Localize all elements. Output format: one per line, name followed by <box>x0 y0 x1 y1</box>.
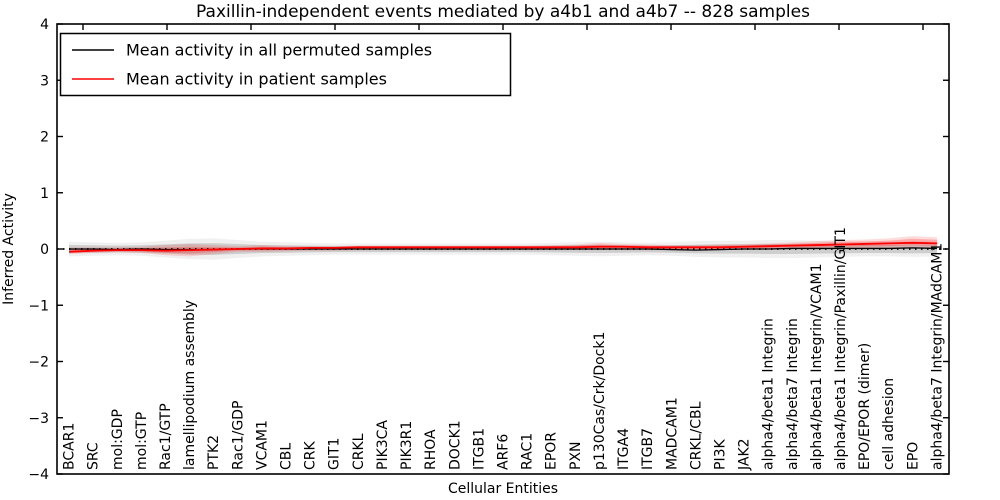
x-tick-label: PIK3CA <box>375 420 391 470</box>
legend-label-permuted: Mean activity in all permuted samples <box>126 41 432 60</box>
y-tick-label: 2 <box>40 130 49 146</box>
axes-frame <box>56 23 950 475</box>
x-tick-label: alpha4/beta1 Integrin <box>761 318 777 470</box>
x-tick-label: EPO/EPOR (dimer) <box>857 343 873 470</box>
x-tick-label: mol:GTP <box>134 412 150 470</box>
x-axis-label: Cellular Entities <box>448 481 558 497</box>
x-tick-label: ARF6 <box>496 434 512 470</box>
band-patient-samples-range <box>69 236 937 257</box>
x-tick-label: alpha4/beta1 Integrin/VCAM1 <box>809 264 825 471</box>
x-tick-label: DOCK1 <box>447 420 463 470</box>
y-tick-label: 0 <box>40 242 49 258</box>
x-tick-label: p130Cas/Crk/Dock1 <box>592 332 608 470</box>
x-tick-label: PI3K <box>712 439 728 470</box>
x-tick-label: GIT1 <box>327 438 343 470</box>
x-tick-label: alpha4/beta7 Integrin <box>785 318 801 470</box>
y-tick-label: −4 <box>28 467 49 483</box>
y-tick-label: −1 <box>28 298 49 314</box>
x-tick-label: EPOR <box>544 432 560 470</box>
y-axis-label: Inferred Activity <box>1 193 17 305</box>
x-tick-label: mol:GDP <box>110 409 126 470</box>
x-tick-label: ITGB1 <box>471 428 487 470</box>
x-tick-label: cell adhesion <box>881 378 897 470</box>
x-tick-label: SRC <box>86 442 102 470</box>
x-tick-label: PXN <box>568 441 584 470</box>
series-line-1 <box>69 241 937 253</box>
legend-box <box>59 32 512 97</box>
x-tick-label: BCAR1 <box>62 423 78 470</box>
x-tick-label: VCAM1 <box>254 420 270 470</box>
x-tick-label: alpha4/beta7 Integrin/MAdCAM1 <box>929 243 945 470</box>
x-tick-label: PIK3R1 <box>399 421 415 470</box>
x-tick-label: ITGB7 <box>640 428 656 470</box>
x-tick-label: CBL <box>279 443 295 470</box>
x-tick-label: Rac1/GDP <box>230 401 246 470</box>
y-tick-label: 1 <box>40 186 49 202</box>
x-tick-label: CRK <box>303 440 319 470</box>
x-tick-label: JAK2 <box>737 438 753 471</box>
x-tick-label: CRKL/CBL <box>688 401 704 470</box>
legend: Mean activity in all permuted samples Me… <box>59 32 512 97</box>
plot-area: 4 3 2 1 0 −1 −2 −3 −4 BCAR1 SRC mol:GDP mol:GTP Rac1/… <box>28 17 949 483</box>
x-tick-label: alpha4/beta1 Integrin/Paxillin/GIT1 <box>833 227 849 470</box>
y-tick-label: −3 <box>28 411 49 427</box>
x-tick-label: ITGA4 <box>616 428 632 470</box>
x-tick-label: lamellipodium assembly <box>182 300 198 470</box>
y-tick-label: 3 <box>40 73 49 89</box>
y-tick-label: −2 <box>28 355 49 371</box>
legend-label-patient: Mean activity in patient samples <box>126 70 387 89</box>
x-tick-label: CRKL <box>351 433 367 470</box>
x-tick-label: MADCAM1 <box>664 397 680 470</box>
x-tick-label: PTK2 <box>206 435 222 470</box>
x-tick-label: RAC1 <box>520 433 536 470</box>
x-tick-label: Rac1/GTP <box>158 403 174 470</box>
x-tick-label: RHOA <box>423 429 439 470</box>
y-tick-label: 4 <box>40 17 49 33</box>
x-tick-label: EPO <box>905 442 921 470</box>
chart-title: Paxillin-independent events mediated by … <box>196 2 810 22</box>
